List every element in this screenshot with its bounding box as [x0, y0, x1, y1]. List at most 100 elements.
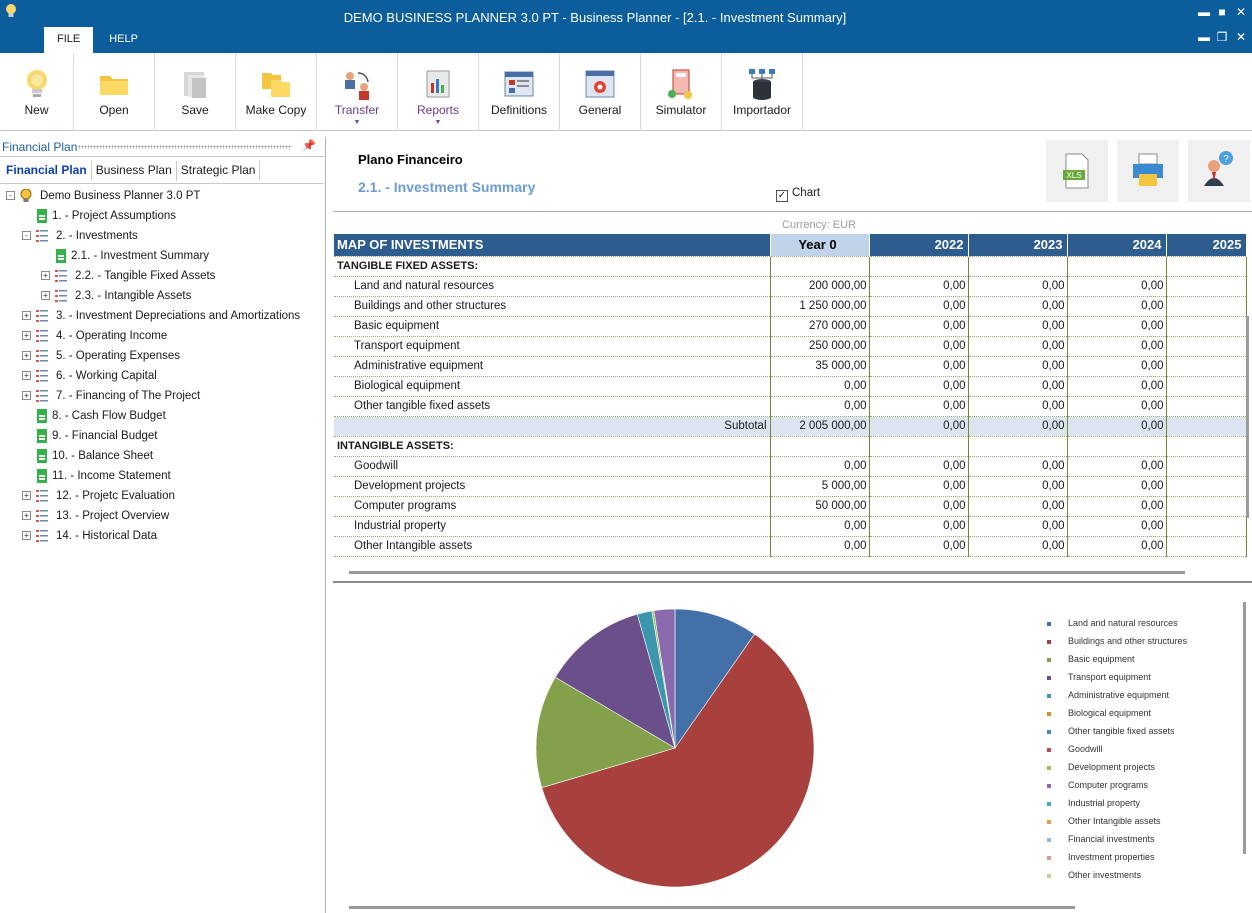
pie-slice[interactable]	[541, 633, 815, 888]
panel-grip[interactable]	[78, 145, 292, 149]
mdi-minimize-icon[interactable]: ▬	[1198, 30, 1210, 44]
pie-slice[interactable]	[653, 608, 676, 749]
print-button[interactable]	[1117, 140, 1179, 202]
tree-item[interactable]: +14. - Historical Data	[0, 526, 322, 546]
table-cell[interactable]	[1067, 256, 1167, 277]
table-cell[interactable]: 0,00	[1067, 376, 1167, 397]
table-cell[interactable]	[1166, 456, 1247, 477]
tree-item[interactable]: 9. - Financial Budget	[0, 426, 322, 446]
close-icon[interactable]: ✕	[1235, 5, 1247, 19]
table-cell[interactable]: 0,00	[869, 356, 969, 377]
expand-icon[interactable]: +	[22, 351, 31, 360]
table-cell[interactable]: 0,00	[1067, 396, 1167, 417]
table-cell[interactable]: 0,00	[1067, 456, 1167, 477]
table-cell[interactable]: 0,00	[968, 396, 1068, 417]
table-cell[interactable]	[1166, 416, 1247, 437]
expand-icon[interactable]: +	[41, 271, 50, 280]
table-cell[interactable]	[1166, 376, 1247, 397]
tab-financial-plan[interactable]: Financial Plan	[2, 161, 92, 181]
tree-item[interactable]: 11. - Income Statement	[0, 466, 322, 486]
table-cell[interactable]: 0,00	[770, 376, 870, 397]
table-cell[interactable]: 0,00	[1067, 276, 1167, 297]
table-cell[interactable]: 0,00	[968, 376, 1068, 397]
column-header[interactable]: Year 0	[770, 234, 870, 257]
table-cell[interactable]: 0,00	[869, 456, 969, 477]
table-cell[interactable]	[1166, 356, 1247, 377]
table-cell[interactable]: 0,00	[1067, 476, 1167, 497]
table-cell[interactable]: 0,00	[968, 336, 1068, 357]
pie-slice[interactable]	[535, 676, 676, 789]
table-cell[interactable]	[1166, 496, 1247, 517]
importador-button[interactable]: Importador	[722, 53, 803, 131]
table-cell[interactable]	[1166, 256, 1247, 277]
table-cell[interactable]: 0,00	[968, 316, 1068, 337]
table-cell[interactable]: 2 005 000,00	[770, 416, 870, 437]
expand-icon[interactable]: +	[22, 391, 31, 400]
pie-slice[interactable]	[554, 613, 676, 749]
table-cell[interactable]: 0,00	[968, 536, 1068, 557]
table-cell[interactable]: 50 000,00	[770, 496, 870, 517]
transfer-button[interactable]: Transfer ▼	[317, 53, 398, 131]
menu-tab-help[interactable]: HELP	[109, 33, 138, 45]
save-button[interactable]: Save	[155, 53, 236, 131]
chart-checkbox[interactable]: ✓ Chart	[776, 187, 820, 202]
chart-vertical-scrollbar[interactable]	[1243, 602, 1246, 854]
checkbox-checked-icon[interactable]: ✓	[776, 190, 788, 202]
tree-item[interactable]: +5. - Operating Expenses	[0, 346, 322, 366]
table-cell[interactable]: 0,00	[869, 316, 969, 337]
reports-button[interactable]: Reports ▼	[398, 53, 479, 131]
tree-item[interactable]: +4. - Operating Income	[0, 326, 322, 346]
column-header[interactable]: 2025	[1166, 234, 1247, 257]
table-cell[interactable]: 0,00	[1067, 416, 1167, 437]
make-copy-button[interactable]: Make Copy	[236, 53, 317, 131]
table-cell[interactable]: 0,00	[968, 476, 1068, 497]
expand-icon[interactable]: +	[22, 531, 31, 540]
table-cell[interactable]: 0,00	[869, 396, 969, 417]
table-cell[interactable]: 0,00	[1067, 536, 1167, 557]
table-cell[interactable]	[869, 436, 969, 457]
tree-item[interactable]: 2.1. - Investment Summary	[0, 246, 322, 266]
table-cell[interactable]: 0,00	[869, 376, 969, 397]
expand-icon[interactable]: +	[22, 371, 31, 380]
table-cell[interactable]: 0,00	[968, 496, 1068, 517]
simulator-button[interactable]: Simulator	[641, 53, 722, 131]
table-cell[interactable]: 0,00	[968, 276, 1068, 297]
table-cell[interactable]: 0,00	[1067, 316, 1167, 337]
table-cell[interactable]: 0,00	[869, 336, 969, 357]
tree-item[interactable]: - Demo Business Planner 3.0 PT	[0, 186, 322, 206]
transfer-dropdown-arrow-icon[interactable]: ▼	[353, 119, 361, 126]
table-cell[interactable]	[1166, 336, 1247, 357]
mdi-close-icon[interactable]: ✕	[1235, 30, 1247, 44]
table-cell[interactable]: 0,00	[869, 296, 969, 317]
help-button[interactable]: ?	[1188, 140, 1250, 202]
table-cell[interactable]: 0,00	[968, 416, 1068, 437]
pie-slice[interactable]	[674, 608, 756, 749]
table-cell[interactable]: 250 000,00	[770, 336, 870, 357]
chart-horizontal-scrollbar[interactable]	[349, 906, 1075, 909]
collapse-icon[interactable]: -	[6, 191, 15, 200]
table-cell[interactable]	[1166, 276, 1247, 297]
table-cell[interactable]: 0,00	[1067, 296, 1167, 317]
tree-item[interactable]: 10. - Balance Sheet	[0, 446, 322, 466]
table-cell[interactable]: 0,00	[869, 536, 969, 557]
table-cell[interactable]: 35 000,00	[770, 356, 870, 377]
table-cell[interactable]: 0,00	[770, 536, 870, 557]
tab-strategic-plan[interactable]: Strategic Plan	[177, 161, 261, 181]
reports-dropdown-arrow-icon[interactable]: ▼	[434, 119, 442, 126]
tree-item[interactable]: +13. - Project Overview	[0, 506, 322, 526]
minimize-icon[interactable]: ▬	[1198, 5, 1210, 19]
table-cell[interactable]	[1067, 436, 1167, 457]
export-xls-button[interactable]: XLS	[1046, 140, 1108, 202]
table-cell[interactable]: 5 000,00	[770, 476, 870, 497]
splitter[interactable]	[333, 581, 1252, 583]
table-cell[interactable]	[968, 256, 1068, 277]
table-cell[interactable]: 270 000,00	[770, 316, 870, 337]
tree-item[interactable]: 1. - Project Assumptions	[0, 206, 322, 226]
tree-item[interactable]: +12. - Projetc Evaluation	[0, 486, 322, 506]
table-cell[interactable]: 0,00	[869, 416, 969, 437]
tree-item[interactable]: +2.3. - Intangible Assets	[0, 286, 322, 306]
table-cell[interactable]: 0,00	[1067, 496, 1167, 517]
pin-icon[interactable]: 📌	[302, 140, 316, 152]
table-cell[interactable]: 0,00	[1067, 516, 1167, 537]
table-cell[interactable]	[1166, 436, 1247, 457]
